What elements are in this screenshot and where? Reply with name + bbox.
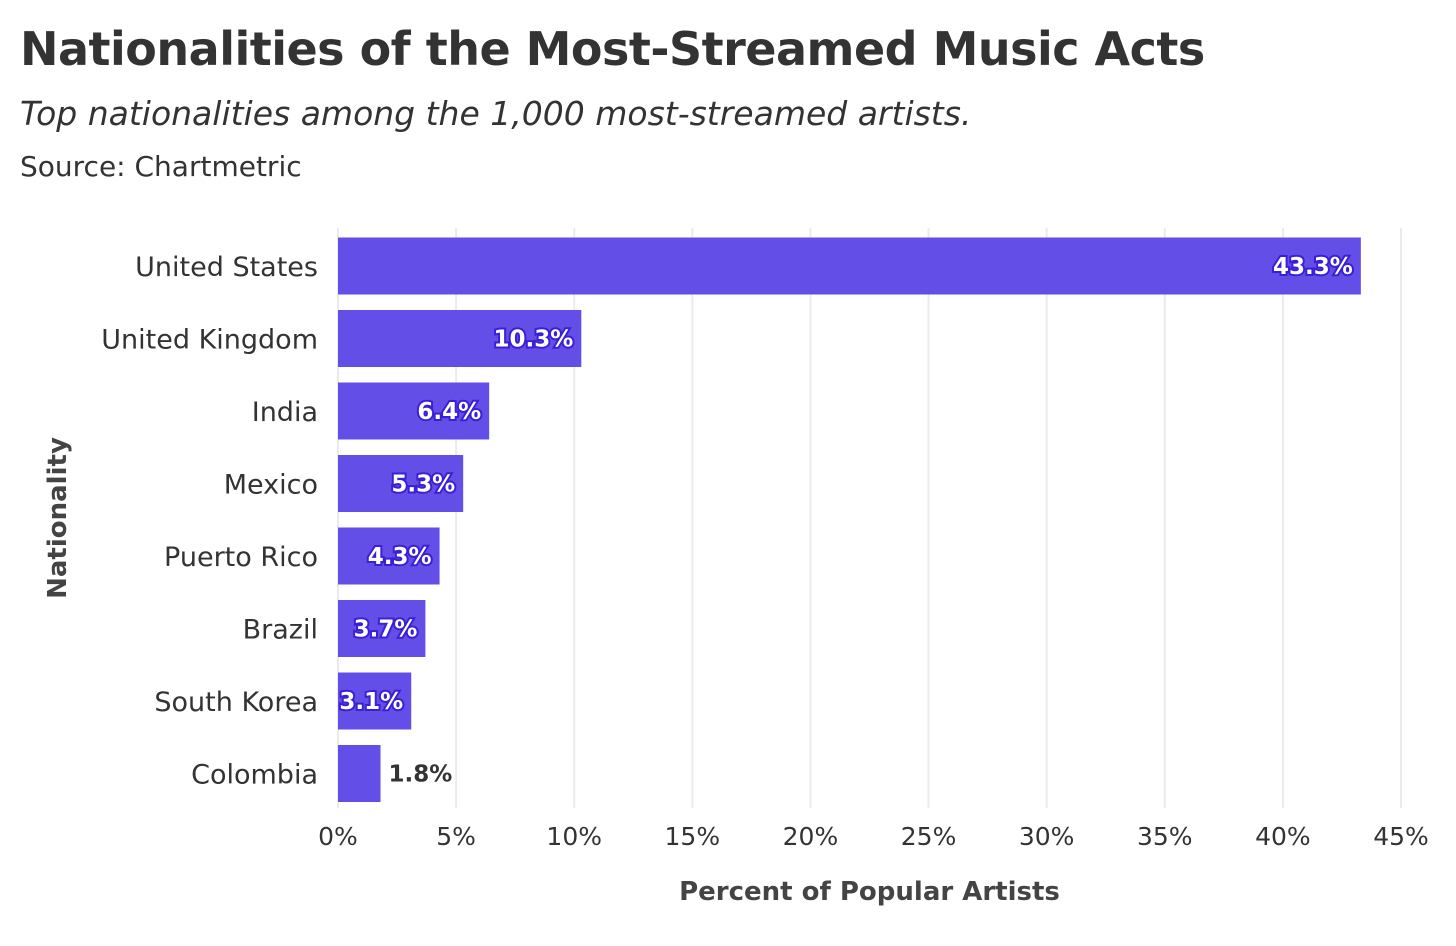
chart-title: Nationalities of the Most-Streamed Music…: [20, 22, 1205, 76]
chart-subtitle: Top nationalities among the 1,000 most-s…: [20, 94, 972, 133]
bar: [338, 527, 440, 585]
x-tick-label: 20%: [783, 822, 839, 851]
x-tick-label: 40%: [1255, 822, 1311, 851]
x-tick-label: 25%: [901, 822, 957, 851]
x-tick-label: 15%: [665, 822, 721, 851]
bar: [338, 672, 412, 730]
value-label: 4.3%: [368, 544, 432, 570]
value-label: 3.1%: [339, 689, 403, 715]
x-tick-label: 45%: [1373, 822, 1429, 851]
bar: [338, 382, 490, 440]
x-tick-label: 0%: [318, 822, 358, 851]
bar: [338, 310, 582, 367]
value-label: 3.7%: [354, 617, 418, 643]
bar: [338, 600, 426, 657]
value-label: 6.4%: [417, 399, 481, 425]
category-label: Puerto Rico: [164, 542, 318, 573]
x-axis-title: Percent of Popular Artists: [679, 877, 1060, 907]
category-label: Mexico: [224, 470, 318, 501]
x-tick-labels: 0% 5% 10% 15% 20% 25% 30% 35% 40% 45%: [318, 822, 1429, 851]
bars: [338, 237, 1361, 802]
value-label: 5.3%: [391, 472, 455, 498]
x-tick-label: 35%: [1137, 822, 1193, 851]
y-axis-title: Nationality: [43, 437, 73, 599]
bar: [338, 237, 1361, 295]
value-labels: 43.3% 10.3% 6.4% 5.3% 4.3% 3.7% 3.1% 1.8%: [337, 252, 1354, 788]
x-tick-label: 5%: [436, 822, 476, 851]
value-label: 43.3%: [1273, 254, 1353, 280]
x-tick-label: 10%: [546, 822, 602, 851]
category-label: South Korea: [154, 687, 318, 718]
category-label: Brazil: [243, 615, 318, 646]
category-label: India: [252, 397, 318, 428]
x-tick-label: 30%: [1019, 822, 1075, 851]
category-label: Colombia: [191, 760, 318, 791]
category-labels: United States United Kingdom India Mexico Pu…: [101, 252, 318, 791]
chart-source: Source: Chartmetric: [20, 150, 302, 183]
value-label: 1.8%: [389, 762, 453, 788]
category-label: United Kingdom: [101, 325, 318, 356]
category-label: United States: [135, 252, 318, 283]
bar: [338, 455, 464, 512]
bar: [338, 745, 381, 802]
value-label: 10.3%: [494, 327, 574, 353]
